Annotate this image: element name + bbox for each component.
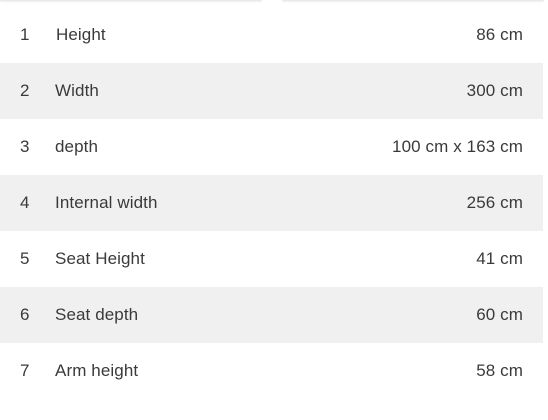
row-index: 4	[20, 193, 30, 212]
table-row: 4 Internal width 256 cm	[0, 175, 543, 231]
spec-label: Internal width	[55, 193, 158, 212]
tab-edge-left	[0, 0, 262, 3]
row-index: 5	[20, 249, 30, 268]
spec-value: 100 cm x 163 cm	[392, 137, 523, 156]
spec-value: 60 cm	[476, 305, 523, 324]
spec-value: 300 cm	[466, 81, 523, 100]
spec-label: Height	[56, 25, 106, 44]
row-index: 2	[20, 81, 30, 100]
table-row: 2 Width 300 cm	[0, 63, 543, 119]
spec-value: 86 cm	[476, 25, 523, 44]
table-row: 1 Height 86 cm	[0, 7, 543, 63]
spec-label: Seat Height	[55, 249, 145, 268]
table-row: 6 Seat depth 60 cm	[0, 287, 543, 343]
specifications-table: 1 Height 86 cm 2 Width 300 cm 3 depth 10…	[0, 7, 543, 399]
table-row: 3 depth 100 cm x 163 cm	[0, 119, 543, 175]
spec-value: 41 cm	[476, 249, 523, 268]
spec-label: Arm height	[55, 361, 139, 380]
table-row: 5 Seat Height 41 cm	[0, 231, 543, 287]
row-index: 7	[20, 361, 30, 380]
spec-label: Seat depth	[55, 305, 139, 324]
spec-label: depth	[55, 137, 99, 156]
tab-edge-right	[282, 0, 544, 3]
spec-value: 58 cm	[476, 361, 523, 380]
row-index: 3	[20, 137, 30, 156]
row-index: 6	[20, 305, 30, 324]
row-index: 1	[20, 25, 30, 44]
spec-value: 256 cm	[466, 193, 523, 212]
table-row: 7 Arm height 58 cm	[0, 343, 543, 399]
spec-label: Width	[55, 81, 99, 100]
